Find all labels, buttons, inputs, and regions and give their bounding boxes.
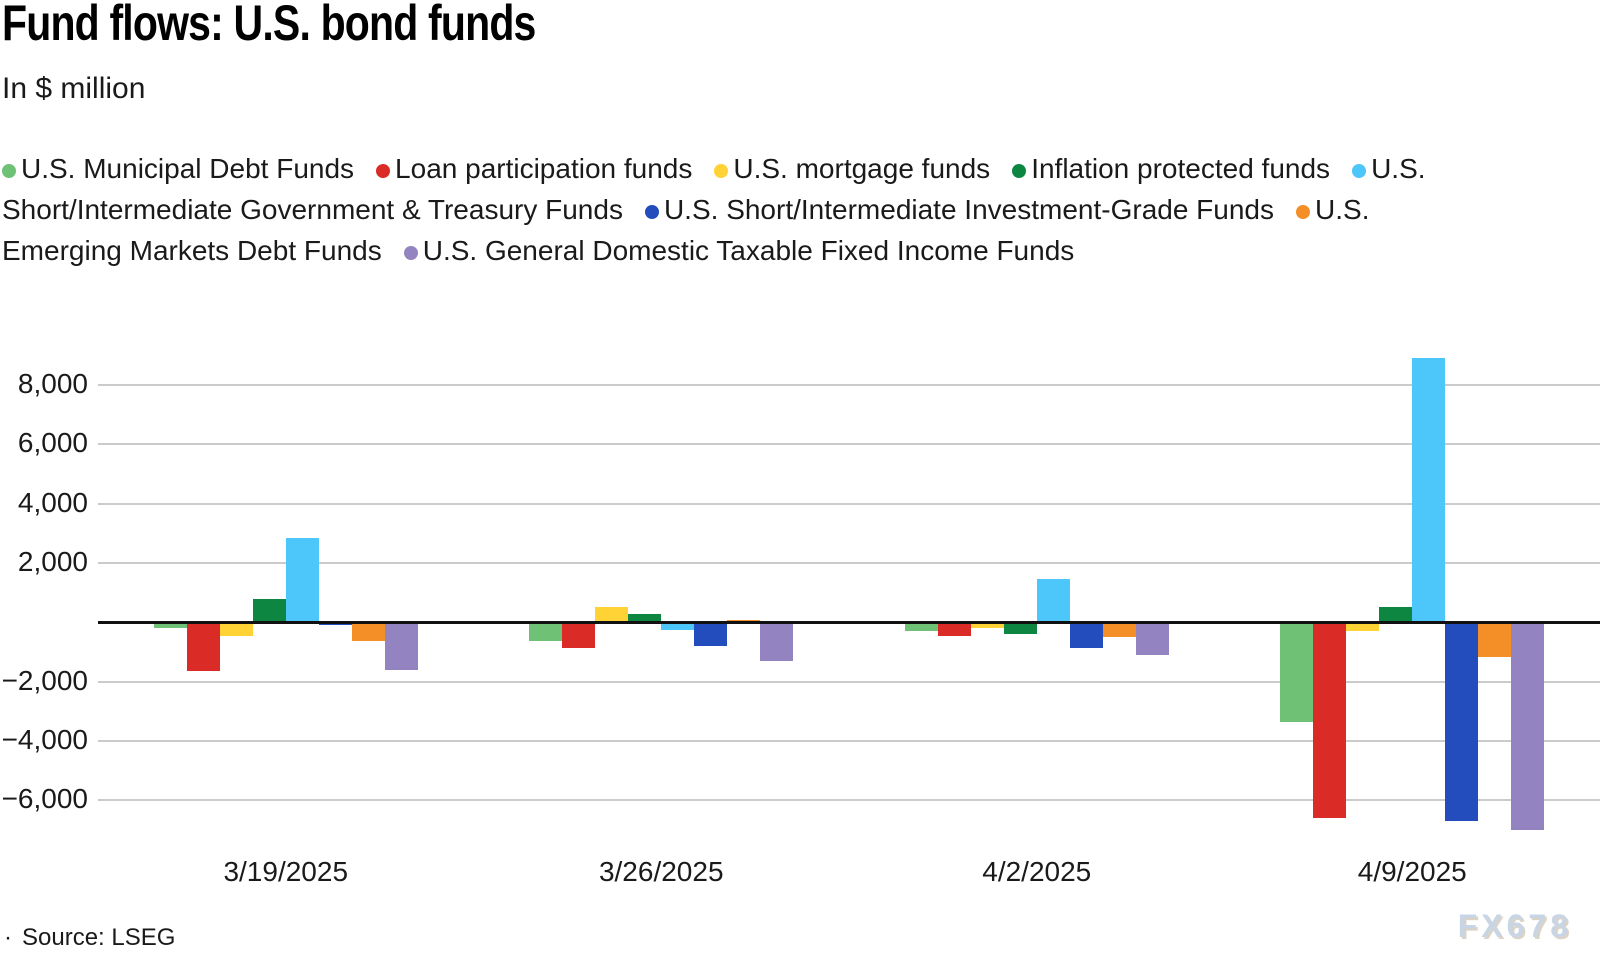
bar	[1478, 622, 1511, 658]
y-tick-label: 4,000	[17, 486, 88, 518]
y-tick-label: 8,000	[17, 368, 88, 400]
bar	[760, 622, 793, 662]
legend-label: U.S. Emerging Markets Debt Funds	[2, 194, 1370, 266]
legend-item: Inflation protected funds	[1012, 153, 1330, 184]
bar	[1445, 622, 1478, 821]
legend-item: U.S. Emerging Markets Debt Funds	[2, 194, 1369, 266]
bar	[562, 622, 595, 648]
bar	[529, 622, 562, 641]
bar	[187, 622, 220, 672]
bar	[220, 622, 253, 636]
y-tick-label: 6,000	[17, 427, 88, 459]
bar	[1280, 622, 1313, 722]
chart-legend: U.S. Municipal Debt Funds Loan participat…	[2, 148, 1480, 271]
legend-dot-icon	[644, 205, 659, 219]
bar	[1379, 607, 1412, 623]
legend-label: U.S. Short/Intermediate Government & Tre…	[2, 153, 1426, 225]
watermark: FX678	[1457, 908, 1572, 944]
legend-label: U.S. General Domestic Taxable Fixed Inco…	[422, 235, 1075, 266]
legend-dot-icon	[1352, 164, 1367, 178]
y-tick-label: −4,000	[1, 724, 88, 756]
y-tick-label: −2,000	[1, 664, 88, 696]
legend-dot-icon	[1296, 205, 1311, 219]
bar	[1070, 622, 1103, 648]
legend-item: Loan participation funds	[376, 153, 692, 184]
bar	[1004, 622, 1037, 634]
legend-label: Inflation protected funds	[1031, 153, 1331, 184]
bar	[253, 599, 286, 623]
legend-dot-icon	[1012, 164, 1027, 178]
legend-label: U.S. Short/Intermediate Investment-Grade…	[663, 194, 1275, 225]
bar	[1037, 578, 1070, 623]
legend-item: U.S. Short/Intermediate Government & Tre…	[2, 153, 1426, 225]
gridline	[98, 740, 1600, 743]
gridline	[98, 562, 1600, 565]
x-axis-label: 4/2/2025	[982, 856, 1092, 887]
x-axis-label: 3/26/2025	[598, 856, 724, 887]
bar	[1511, 622, 1544, 830]
page-title: Fund flows: U.S. bond funds	[2, 0, 536, 51]
legend-item: U.S. Municipal Debt Funds	[2, 153, 354, 184]
page-subtitle: In $ million	[2, 72, 146, 105]
bar	[154, 622, 187, 629]
legend-item: U.S. mortgage funds	[714, 153, 990, 184]
bar	[352, 622, 385, 642]
source-text: Source: LSEG	[22, 924, 176, 951]
legend-label: U.S. mortgage funds	[733, 153, 991, 184]
x-axis-label: 4/9/2025	[1357, 856, 1467, 887]
legend-dot-icon	[714, 164, 729, 178]
gridline	[98, 443, 1600, 446]
bar	[694, 622, 727, 647]
bar	[628, 613, 661, 623]
bar	[971, 622, 1004, 629]
bar	[661, 622, 694, 630]
bullet-icon: ·	[4, 924, 12, 951]
legend-label: Loan participation funds	[395, 153, 693, 184]
gridline	[98, 799, 1600, 802]
bar	[938, 622, 971, 637]
gridline	[98, 502, 1600, 505]
bar	[1346, 622, 1379, 632]
legend-dot-icon	[376, 164, 391, 178]
bar	[1313, 622, 1346, 818]
bar	[385, 622, 418, 670]
bar	[1412, 358, 1445, 623]
y-tick-label: 2,000	[17, 546, 88, 578]
y-tick-label: −6,000	[1, 783, 88, 815]
gridline	[98, 680, 1600, 683]
bar	[905, 622, 938, 632]
bar	[595, 606, 628, 623]
bar	[286, 537, 319, 623]
gridline	[98, 384, 1600, 387]
bar	[1136, 622, 1169, 656]
legend-label: U.S. Municipal Debt Funds	[21, 153, 355, 184]
zero-axis-line	[98, 620, 1600, 624]
source-note: · Source: LSEG	[4, 924, 175, 952]
legend-dot-icon	[403, 246, 418, 260]
x-axis-label: 3/19/2025	[223, 856, 349, 887]
legend-dot-icon	[2, 164, 16, 178]
legend-item: U.S. Short/Intermediate Investment-Grade…	[644, 194, 1275, 225]
bar	[1103, 622, 1136, 637]
legend-item: U.S. General Domestic Taxable Fixed Inco…	[403, 235, 1075, 266]
